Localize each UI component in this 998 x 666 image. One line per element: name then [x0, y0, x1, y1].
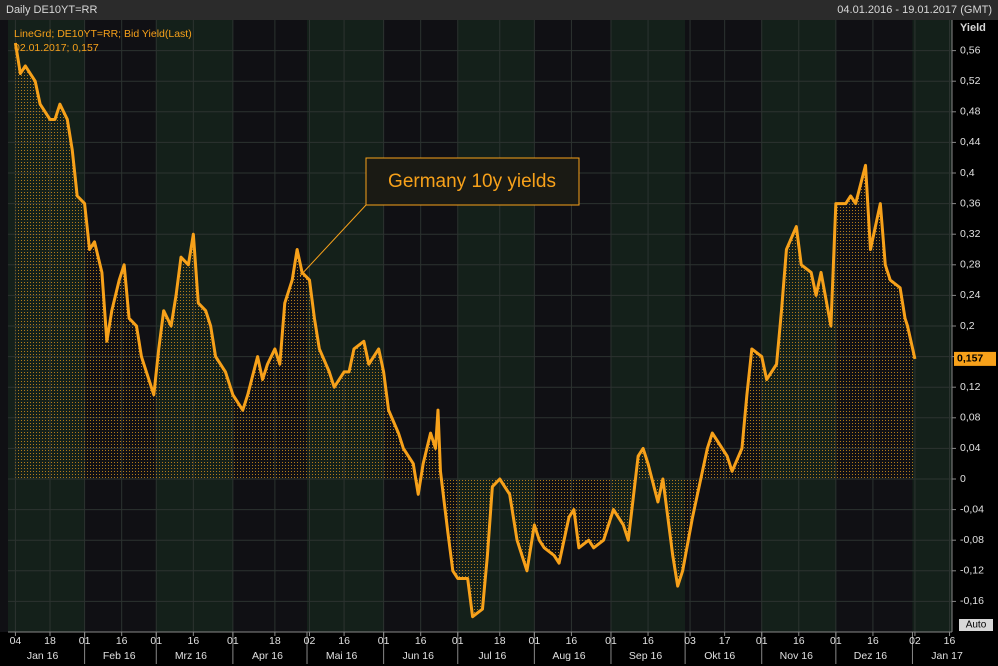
x-tick-label: 01	[830, 635, 842, 647]
y-axis-label: Yield	[960, 22, 986, 34]
y-tick-label: 0,36	[960, 197, 981, 209]
x-axis-panel	[0, 632, 998, 666]
auto-button[interactable]	[959, 619, 993, 631]
month-label: Jun 16	[402, 650, 434, 662]
y-tick-label: 0,32	[960, 228, 981, 240]
x-tick-label: 16	[642, 635, 654, 647]
y-tick-label: -0,16	[960, 595, 984, 607]
axes: Jan 16 Feb 16 Mrz 16 Apr 16 Mai 16 Jun 16 Jul …	[10, 44, 996, 664]
legend-detail: 02.01.2017; 0,157	[14, 42, 99, 54]
annotation-leader	[299, 204, 367, 277]
y-tick-label: 0,48	[960, 106, 981, 118]
month-label: Nov 16	[780, 650, 813, 662]
x-tick-label: 16	[867, 635, 879, 647]
month-label: Mai 16	[326, 650, 358, 662]
x-tick-label: 18	[44, 635, 56, 647]
y-tick-label: 0,4	[960, 167, 975, 179]
x-tick-label: 16	[793, 635, 805, 647]
x-tick-label: 17	[719, 635, 731, 647]
x-tick-label: 16	[944, 635, 956, 647]
chart-title: Daily DE10YT=RR	[6, 4, 97, 16]
month-label: Mrz 16	[175, 650, 207, 662]
y-tick-label: 0,28	[960, 259, 981, 271]
month-label: Sep 16	[629, 650, 662, 662]
y-tick-label: -0,12	[960, 565, 984, 577]
x-tick-label: 01	[227, 635, 239, 647]
y-tick-label: -0,08	[960, 534, 984, 546]
x-tick-label: 01	[452, 635, 464, 647]
x-tick-label: 01	[529, 635, 541, 647]
x-tick-label: 16	[116, 635, 128, 647]
x-tick-label: 18	[269, 635, 281, 647]
x-tick-label: 18	[494, 635, 506, 647]
y-tick-label: -0,04	[960, 503, 984, 515]
y-tick-label: 0,24	[960, 289, 981, 301]
month-label: Jan 17	[931, 650, 963, 662]
x-tick-label: 04	[10, 635, 22, 647]
x-tick-label: 16	[187, 635, 199, 647]
month-label: Feb 16	[103, 650, 136, 662]
month-label: Aug 16	[552, 650, 585, 662]
last-value-label: 0,157	[957, 353, 983, 365]
line	[13, 42, 917, 619]
y-tick-label: 0,56	[960, 44, 981, 56]
y-axis-panel	[952, 20, 998, 632]
plot-area	[8, 20, 952, 632]
y-tick-label: 0,52	[960, 75, 981, 87]
month-label: Apr 16	[252, 650, 283, 662]
x-tick-label: 16	[415, 635, 427, 647]
month-label: Dez 16	[854, 650, 887, 662]
y-tick-label: 0,08	[960, 412, 981, 424]
x-tick-label: 03	[684, 635, 696, 647]
header-bar	[0, 0, 998, 20]
auto-button-label[interactable]: Auto	[966, 620, 987, 631]
month-label: Jul 16	[478, 650, 506, 662]
x-tick-label: 02	[909, 635, 921, 647]
x-tick-label: 01	[378, 635, 390, 647]
date-range: 04.01.2016 - 19.01.2017 (GMT)	[837, 4, 992, 16]
y-tick-label: 0,44	[960, 136, 981, 148]
x-tick-label: 02	[304, 635, 316, 647]
y-tick-label: 0	[960, 473, 966, 485]
x-tick-label: 01	[79, 635, 91, 647]
last-value-tag	[954, 351, 996, 366]
y-tick-label: 0,04	[960, 442, 981, 454]
y-tick-label: 0,2	[960, 320, 975, 332]
x-tick-label: 01	[756, 635, 768, 647]
month-label: Jan 16	[27, 650, 59, 662]
y-tick-label: 0,12	[960, 381, 981, 393]
legend-entry: LineGrd; DE10YT=RR; Bid Yield(Last)	[14, 28, 192, 40]
x-tick-label: 01	[150, 635, 162, 647]
x-tick-label: 16	[566, 635, 578, 647]
area	[15, 42, 915, 617]
x-tick-label: 01	[605, 635, 617, 647]
annotation-box	[365, 157, 580, 206]
annotation: Germany 10y yields	[388, 171, 556, 192]
month-label: Okt 16	[704, 650, 735, 662]
x-tick-label: 16	[338, 635, 350, 647]
